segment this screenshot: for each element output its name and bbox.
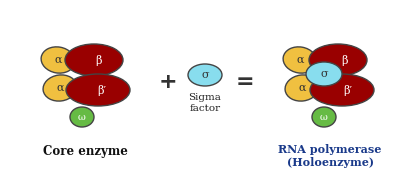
Text: +: + (159, 72, 177, 92)
Text: β′: β′ (98, 84, 106, 96)
Ellipse shape (66, 74, 130, 106)
Ellipse shape (65, 44, 123, 76)
Text: Sigma
factor: Sigma factor (188, 93, 222, 113)
Text: β′: β′ (344, 84, 352, 96)
Text: α: α (56, 83, 64, 93)
Text: ω: ω (78, 113, 86, 122)
Ellipse shape (43, 75, 77, 101)
Ellipse shape (306, 62, 342, 86)
Ellipse shape (312, 107, 336, 127)
Ellipse shape (285, 75, 319, 101)
Ellipse shape (283, 47, 317, 73)
Text: α: α (298, 83, 306, 93)
Ellipse shape (310, 74, 374, 106)
Text: β: β (341, 55, 347, 65)
Text: ω: ω (320, 113, 328, 122)
Ellipse shape (41, 47, 75, 73)
Text: σ: σ (320, 69, 328, 79)
Ellipse shape (70, 107, 94, 127)
Text: α: α (54, 55, 62, 65)
Text: β: β (95, 55, 101, 65)
Ellipse shape (188, 64, 222, 86)
Text: α: α (296, 55, 304, 65)
Ellipse shape (309, 44, 367, 76)
Text: RNA polymerase
(Holoenzyme): RNA polymerase (Holoenzyme) (278, 144, 382, 168)
Text: =: = (236, 72, 254, 92)
Text: Core enzyme: Core enzyme (42, 146, 128, 158)
Text: σ: σ (201, 70, 209, 80)
